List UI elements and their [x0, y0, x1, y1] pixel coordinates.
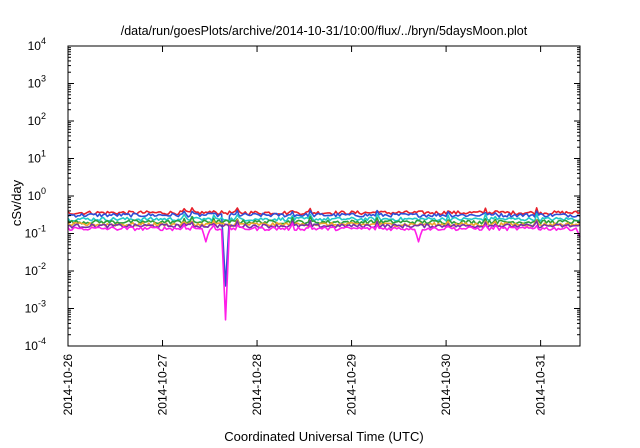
- y-tick-label: 10-4: [25, 336, 46, 353]
- x-axis: 2014-10-26 2014-10-27 2014-10-28 2014-10-29…: [61, 46, 548, 415]
- series-layer: [67, 207, 581, 321]
- y-tick-label: 102: [28, 111, 46, 128]
- y-tick-label: 10-1: [25, 224, 46, 241]
- y-tick-label: 101: [28, 149, 46, 166]
- y-axis-label: cSv/day: [9, 179, 24, 226]
- plot-frame: [67, 45, 581, 347]
- y-tick-label: 10-2: [25, 261, 46, 278]
- series-line: [67, 215, 581, 225]
- series-line: [67, 213, 581, 222]
- x-tick-label: 2014-10-31: [534, 354, 548, 416]
- series-line: [67, 219, 581, 229]
- x-tick-label: 2014-10-27: [156, 354, 170, 416]
- y-axis: 10-4 10-3 10-2 10-1 100 101 102 103 104: [25, 36, 580, 353]
- x-tick-label: 2014-10-26: [61, 354, 75, 416]
- x-tick-label: 2014-10-29: [345, 354, 359, 416]
- chart-title: /data/run/goesPlots/archive/2014-10-31/1…: [121, 24, 528, 38]
- x-tick-label: 2014-10-30: [439, 354, 453, 416]
- y-tick-label: 104: [28, 36, 46, 53]
- y-tick-label: 103: [28, 74, 46, 91]
- series-line: [67, 209, 581, 287]
- series-line: [67, 219, 581, 228]
- series-line: [67, 207, 581, 216]
- x-axis-label: Coordinated Universal Time (UTC): [224, 429, 423, 444]
- series-line: [67, 222, 581, 321]
- x-tick-label: 2014-10-28: [250, 354, 264, 416]
- y-tick-label: 100: [28, 186, 46, 203]
- y-tick-label: 10-3: [25, 299, 46, 316]
